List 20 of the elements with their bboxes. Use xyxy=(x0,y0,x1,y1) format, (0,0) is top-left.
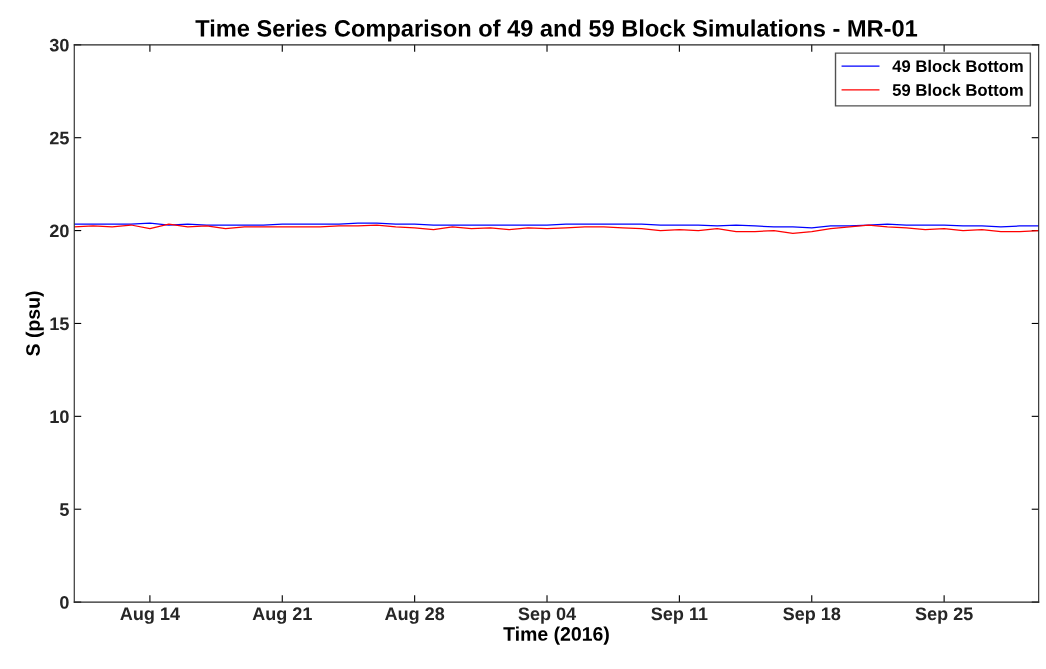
y-tick-label: 0 xyxy=(60,596,69,609)
x-tick-label: Aug 14 xyxy=(120,607,180,624)
x-tick-label: Sep 11 xyxy=(651,607,708,624)
chart-title: Time Series Comparison of 49 and 59 Block Simulations - MR-01 xyxy=(195,19,918,42)
line-series xyxy=(74,223,1039,234)
x-tick-label: Sep 04 xyxy=(518,607,577,624)
y-tick-label: 30 xyxy=(49,38,69,52)
y-tick-label: 20 xyxy=(49,224,69,238)
x-tick-label: Aug 21 xyxy=(252,607,312,624)
y-tick-label: 15 xyxy=(50,317,69,331)
legend-label: 59 Block Bottom xyxy=(892,83,1023,96)
y-tick-label: 25 xyxy=(49,131,69,145)
y-axis-title: S (psu) xyxy=(25,291,44,356)
x-tick-label: Sep 18 xyxy=(783,607,841,624)
legend-label: 49 Block Bottom xyxy=(892,59,1023,73)
x-tick-label: Aug 28 xyxy=(385,607,445,624)
x-tick-label: Sep 25 xyxy=(915,607,973,624)
x-axis-title: Time (2016) xyxy=(503,626,609,645)
y-tick-label: 5 xyxy=(59,503,69,516)
y-tick-label: 10 xyxy=(50,410,69,424)
